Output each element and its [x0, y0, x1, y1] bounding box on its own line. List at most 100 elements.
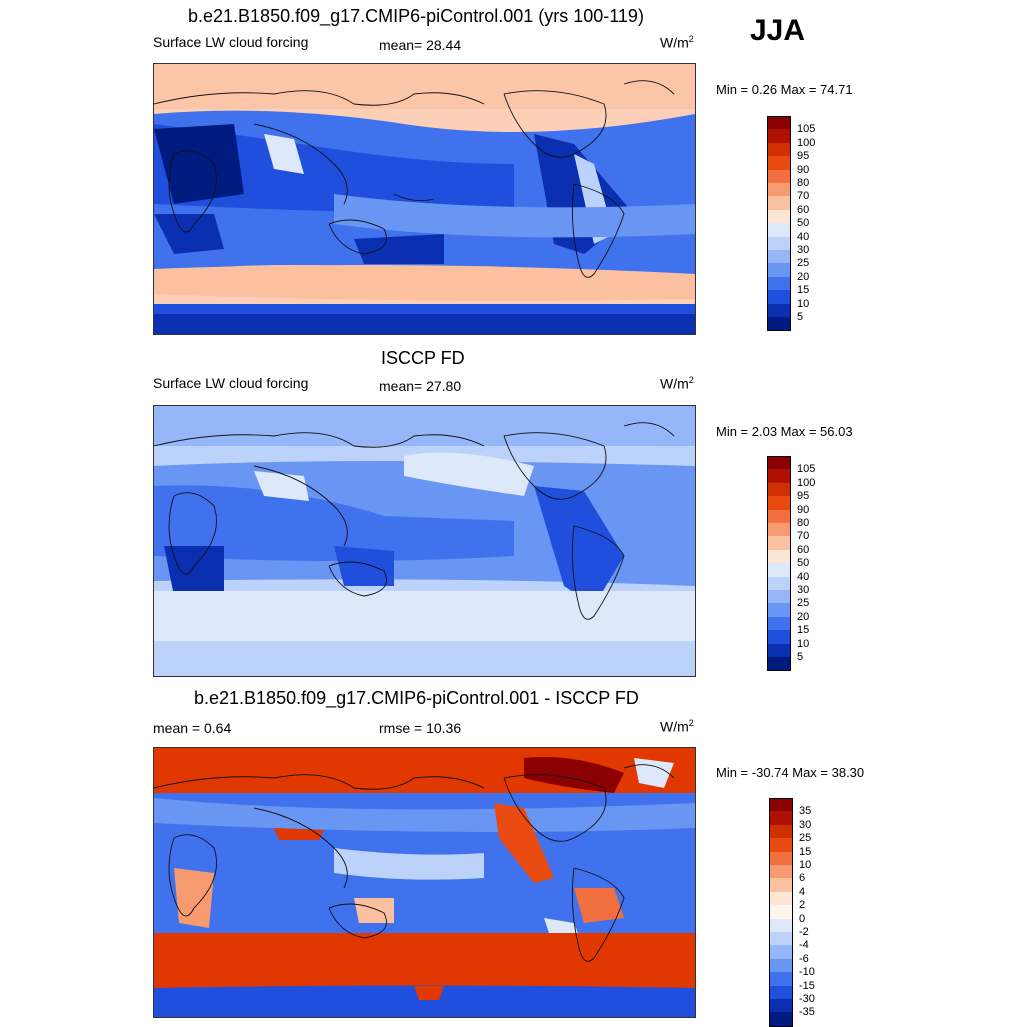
- colorbar-swatch: [767, 169, 791, 184]
- panel1-variable-label: Surface LW cloud forcing: [153, 34, 309, 50]
- colorbar-swatch: [769, 932, 793, 947]
- panel2-variable-label: Surface LW cloud forcing: [153, 375, 309, 391]
- colorbar-swatch: [769, 972, 793, 987]
- colorbar-swatch: [769, 918, 793, 933]
- colorbar-tick-label: 105: [797, 463, 816, 476]
- colorbar-tick-label: 4: [799, 885, 806, 898]
- panel1-title: b.e21.B1850.f09_g17.CMIP6-piControl.001 …: [188, 6, 644, 26]
- colorbar-swatch: [767, 183, 791, 198]
- panel2-colorbar: 105 100 95 90 80 70 60 50 40 30 25 20 15 10 5: [767, 456, 847, 672]
- colorbar-tick-label: 30: [799, 818, 812, 831]
- panel3-colorbar: 35 30 25 15 10 6 4 2 0 -2 -4 -6 -10 -15 -30 -35: [769, 798, 849, 1027]
- colorbar-tick-label: 70: [797, 190, 810, 203]
- colorbar-swatch: [767, 303, 791, 318]
- panel1-mean-label: mean= 28.44: [379, 37, 462, 53]
- colorbar-swatch: [769, 985, 793, 1000]
- colorbar-swatch: [767, 657, 791, 672]
- colorbar-tick-label: 15: [797, 284, 810, 297]
- colorbar-swatch: [769, 905, 793, 920]
- colorbar-tick-label: 40: [797, 570, 810, 583]
- colorbar-tick-label: 10: [797, 297, 810, 310]
- panel1-map: [153, 63, 696, 335]
- panel1-colorbar: 105 100 95 90 80 70 60 50 40 30 25 20 15 10 5: [767, 116, 847, 332]
- colorbar-tick-label: 0: [799, 912, 806, 925]
- panel1-units: W/m2: [660, 34, 694, 51]
- colorbar-tick-label: 100: [797, 476, 816, 489]
- colorbar-swatch: [769, 851, 793, 866]
- colorbar-swatch: [767, 129, 791, 144]
- colorbar-swatch: [767, 142, 791, 158]
- colorbar-swatch: [767, 196, 791, 211]
- colorbar-tick-label: -2: [799, 926, 809, 938]
- colorbar-tick-label: -6: [799, 952, 809, 965]
- colorbar-swatch: [767, 563, 791, 578]
- colorbar-swatch: [767, 603, 791, 618]
- colorbar-swatch: [769, 824, 793, 840]
- colorbar-swatch: [767, 496, 791, 511]
- colorbar-swatch: [767, 643, 791, 658]
- colorbar-tick-label: -30: [799, 993, 815, 1005]
- colorbar-tick-label: 20: [797, 270, 810, 283]
- colorbar-swatch: [767, 536, 791, 551]
- colorbar-tick-label: 20: [797, 610, 810, 623]
- colorbar-tick-label: 100: [797, 136, 816, 149]
- colorbar-swatch: [767, 509, 791, 524]
- colorbar-swatch: [767, 630, 791, 645]
- colorbar-swatch: [769, 838, 793, 853]
- colorbar-tick-label: -4: [799, 939, 809, 952]
- colorbar-tick-label: 60: [797, 203, 810, 216]
- colorbar-swatch: [767, 482, 791, 498]
- colorbar-swatch: [769, 865, 793, 880]
- colorbar-swatch: [767, 616, 791, 632]
- colorbar-tick-label: 25: [797, 257, 810, 270]
- panel3-minmax: Min = -30.74 Max = 38.30: [716, 765, 865, 780]
- colorbar-tick-label: -10: [799, 966, 815, 979]
- colorbar-tick-label: 10: [799, 859, 812, 871]
- colorbar-tick-label: 25: [797, 597, 810, 610]
- panel3-mean-label: mean = 0.64: [153, 720, 232, 736]
- colorbar-tick-label: 50: [797, 217, 810, 230]
- colorbar-swatch: [767, 469, 791, 484]
- colorbar-swatch: [767, 590, 791, 605]
- colorbar-swatch: [767, 276, 791, 292]
- colorbar-tick-label: 2: [799, 899, 806, 912]
- colorbar-tick-label: 30: [797, 584, 810, 596]
- season-label: JJA: [750, 14, 806, 47]
- colorbar-swatch: [769, 811, 793, 826]
- panel3-rmse-label: rmse = 10.36: [379, 720, 462, 736]
- colorbar-swatch: [769, 1012, 793, 1027]
- colorbar-swatch: [767, 156, 791, 171]
- colorbar-swatch: [767, 250, 791, 265]
- colorbar-swatch: [767, 236, 791, 251]
- colorbar-swatch: [769, 945, 793, 960]
- colorbar-tick-label: 15: [799, 845, 812, 858]
- colorbar-tick-label: 10: [797, 637, 810, 650]
- colorbar-tick-label: 105: [797, 123, 816, 136]
- colorbar-tick-label: 35: [799, 805, 812, 818]
- colorbar-tick-label: 30: [797, 244, 810, 256]
- colorbar-tick-label: 60: [797, 543, 810, 556]
- colorbar-tick-label: 5: [797, 311, 804, 323]
- colorbar-tick-label: 90: [797, 163, 810, 176]
- panel2-map: [153, 405, 696, 677]
- colorbar-swatch: [767, 523, 791, 538]
- colorbar-tick-label: 40: [797, 230, 810, 243]
- colorbar-swatch: [769, 878, 793, 893]
- colorbar-tick-label: 6: [799, 872, 806, 885]
- panel2-title: ISCCP FD: [381, 348, 465, 368]
- colorbar-swatch: [767, 317, 791, 332]
- colorbar-swatch: [767, 209, 791, 225]
- colorbar-tick-label: 5: [797, 651, 804, 663]
- panel3-title: b.e21.B1850.f09_g17.CMIP6-piControl.001 …: [194, 688, 639, 708]
- panel2-units: W/m2: [660, 375, 694, 392]
- panel2-minmax: Min = 2.03 Max = 56.03: [716, 424, 853, 439]
- colorbar-tick-label: 70: [797, 530, 810, 543]
- colorbar-tick-label: 50: [797, 557, 810, 570]
- colorbar-tick-label: 15: [797, 624, 810, 637]
- colorbar-tick-label: 25: [799, 832, 812, 845]
- panel3-units: W/m2: [660, 718, 694, 735]
- colorbar-swatch: [767, 549, 791, 565]
- colorbar-swatch: [767, 576, 791, 591]
- colorbar-swatch: [767, 290, 791, 305]
- colorbar-swatch: [769, 958, 793, 974]
